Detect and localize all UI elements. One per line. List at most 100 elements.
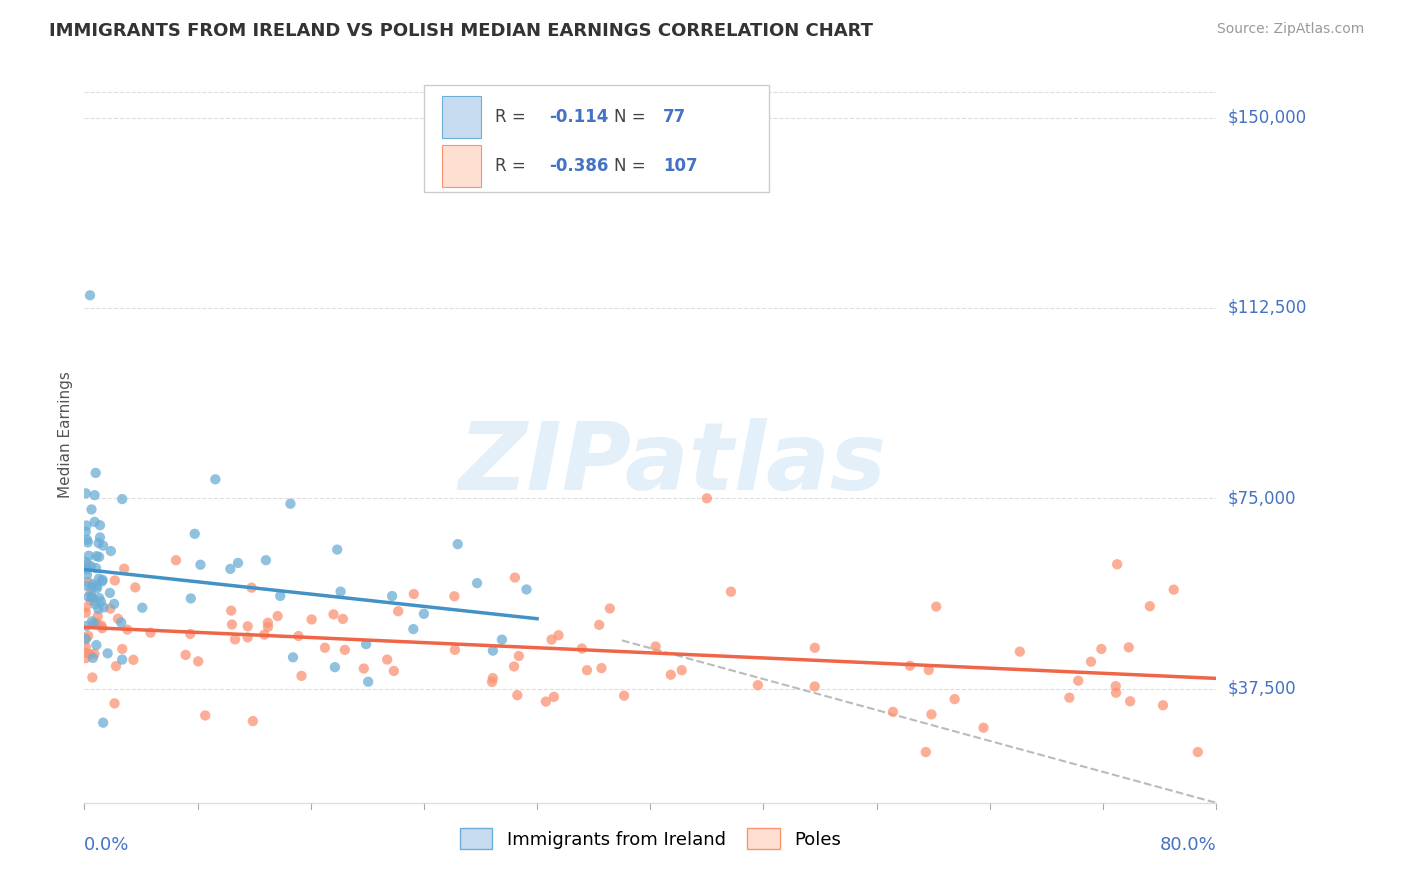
Point	[1152, 698, 1174, 713]
Point	[80, 502, 103, 516]
Point	[696, 491, 718, 506]
Point	[281, 650, 304, 665]
Point	[131, 600, 153, 615]
Point	[219, 562, 242, 576]
Point	[77, 590, 100, 604]
Text: -0.114: -0.114	[550, 108, 609, 126]
Point	[443, 589, 465, 603]
Point	[1119, 694, 1142, 708]
Point	[110, 615, 132, 630]
Point	[219, 604, 242, 618]
Point	[314, 640, 336, 655]
Point	[1139, 599, 1161, 614]
Point	[75, 651, 97, 665]
Point	[290, 669, 312, 683]
Text: $75,000: $75,000	[1227, 490, 1296, 508]
Point	[98, 586, 121, 600]
Point	[547, 628, 569, 642]
Point	[174, 648, 197, 662]
Point	[86, 579, 108, 593]
Point	[482, 671, 505, 685]
FancyBboxPatch shape	[425, 86, 769, 192]
Text: 80.0%: 80.0%	[1160, 836, 1216, 854]
Point	[914, 745, 936, 759]
Point	[226, 556, 249, 570]
Point	[80, 593, 103, 607]
Point	[253, 627, 276, 641]
Point	[83, 488, 105, 502]
Point	[79, 647, 101, 661]
Point	[139, 625, 162, 640]
Text: ZIPatlas: ZIPatlas	[458, 418, 887, 510]
Point	[503, 571, 526, 585]
Point	[75, 600, 97, 615]
Point	[508, 648, 530, 663]
Point	[75, 632, 97, 647]
Legend: Immigrants from Ireland, Poles: Immigrants from Ireland, Poles	[453, 821, 848, 856]
Point	[86, 615, 108, 630]
Point	[86, 549, 108, 563]
Point	[599, 601, 621, 615]
Point	[75, 579, 97, 593]
Point	[83, 647, 105, 661]
Point	[112, 561, 135, 575]
Point	[1118, 640, 1140, 655]
Text: IMMIGRANTS FROM IRELAND VS POLISH MEDIAN EARNINGS CORRELATION CHART: IMMIGRANTS FROM IRELAND VS POLISH MEDIAN…	[49, 22, 873, 40]
Point	[242, 714, 264, 728]
Point	[75, 518, 97, 533]
Point	[104, 574, 127, 588]
Point	[357, 674, 380, 689]
Point	[1105, 686, 1128, 700]
Point	[83, 515, 105, 529]
Point	[75, 631, 97, 645]
Point	[84, 561, 107, 575]
Point	[257, 620, 280, 634]
Point	[381, 589, 404, 603]
Point	[1107, 558, 1129, 572]
Point	[194, 708, 217, 723]
Point	[571, 641, 593, 656]
Point	[76, 574, 98, 589]
FancyBboxPatch shape	[441, 145, 481, 187]
Point	[613, 689, 636, 703]
Text: 0.0%: 0.0%	[84, 836, 129, 854]
Point	[75, 555, 97, 569]
Text: 107: 107	[662, 158, 697, 176]
Point	[76, 533, 98, 547]
Point	[86, 581, 108, 595]
Text: -0.386: -0.386	[550, 158, 609, 176]
Point	[515, 582, 537, 597]
Point	[447, 537, 470, 551]
Point	[332, 612, 354, 626]
Point	[75, 606, 97, 620]
Point	[402, 587, 425, 601]
Point	[1059, 690, 1081, 705]
Point	[76, 558, 98, 572]
Point	[86, 638, 108, 652]
Point	[465, 576, 488, 591]
Point	[287, 629, 309, 643]
Point	[80, 590, 103, 604]
Point	[1008, 645, 1031, 659]
Point	[89, 531, 111, 545]
Point	[179, 627, 201, 641]
Text: Source: ZipAtlas.com: Source: ZipAtlas.com	[1216, 22, 1364, 37]
Text: R =: R =	[495, 108, 531, 126]
Y-axis label: Median Earnings: Median Earnings	[58, 371, 73, 499]
Point	[79, 288, 101, 302]
Point	[402, 622, 425, 636]
Point	[80, 559, 103, 574]
Point	[482, 643, 505, 657]
Point	[224, 632, 246, 647]
Point	[84, 466, 107, 480]
Point	[111, 492, 134, 507]
Point	[354, 637, 377, 651]
Point	[90, 618, 112, 632]
Point	[671, 663, 693, 677]
Point	[898, 658, 921, 673]
Text: R =: R =	[495, 158, 531, 176]
Point	[91, 539, 114, 553]
Point	[506, 688, 529, 702]
Point	[87, 536, 110, 550]
Point	[1080, 655, 1102, 669]
